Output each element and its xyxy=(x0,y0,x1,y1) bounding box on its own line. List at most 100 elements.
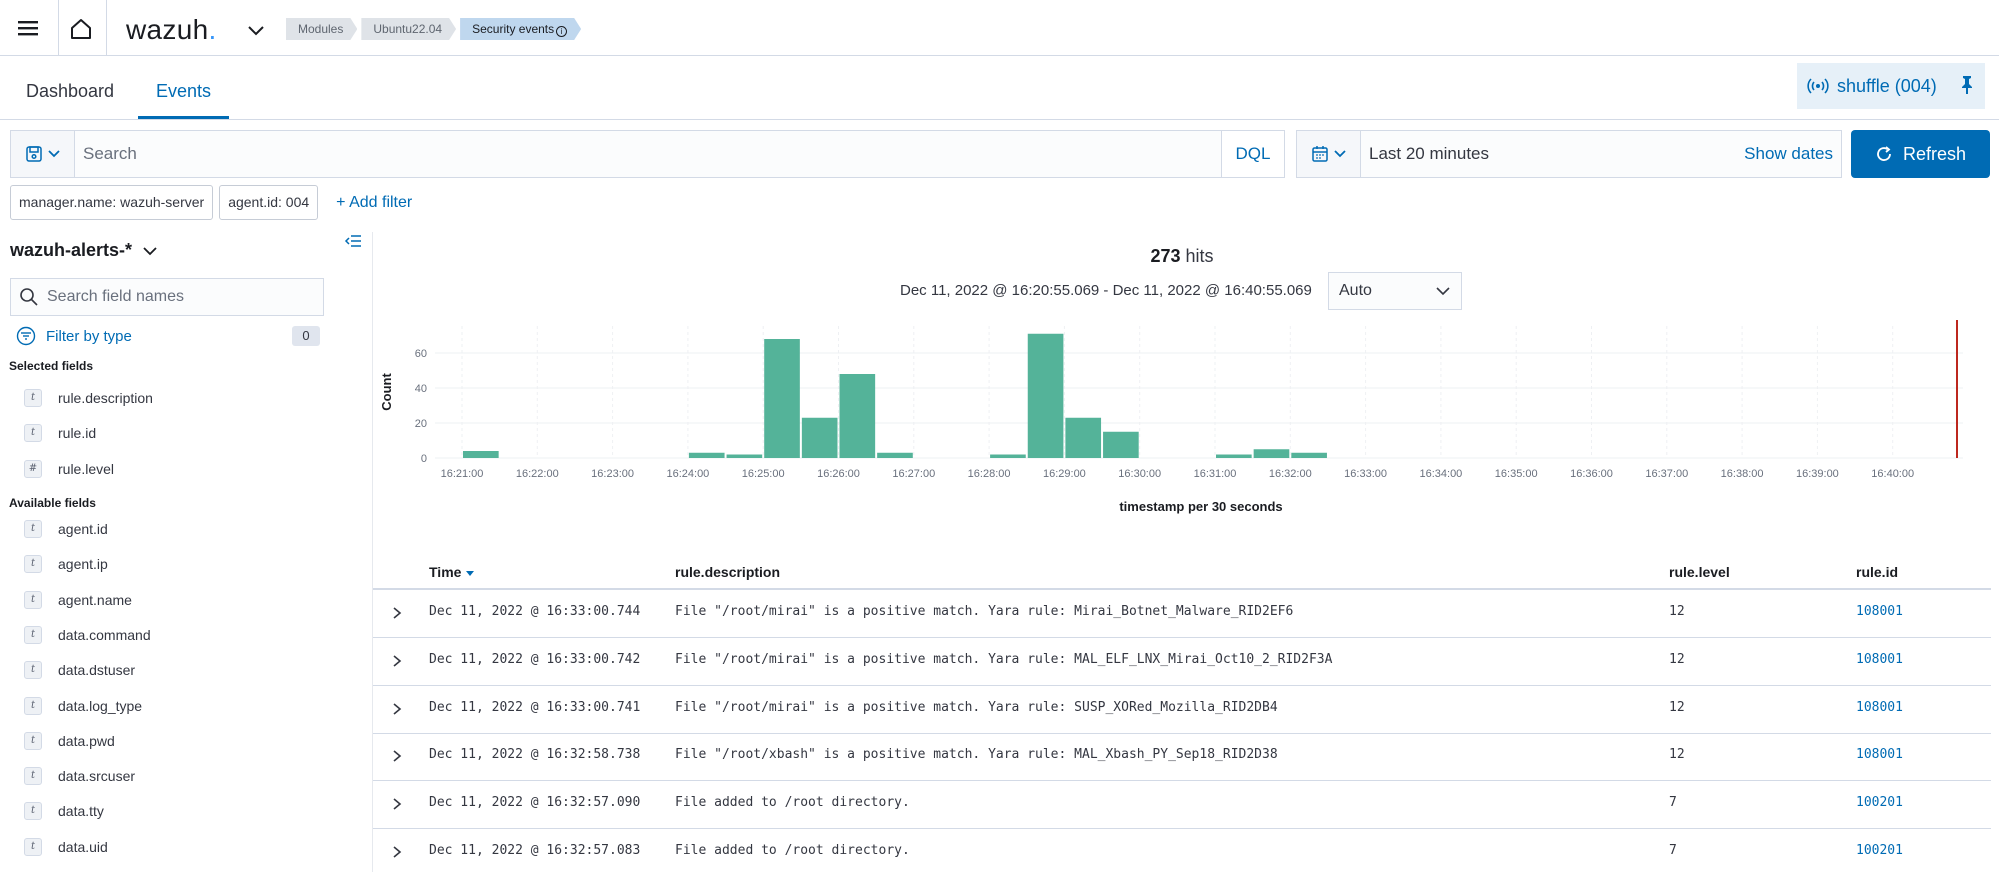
table-header: Time rule.description rule.level rule.id xyxy=(373,554,1991,590)
expand-chevron-icon[interactable] xyxy=(391,749,407,765)
wazuh-logo[interactable]: wazuh. xyxy=(126,14,217,45)
expand-chevron-icon[interactable] xyxy=(391,654,407,670)
expand-chevron-icon[interactable] xyxy=(391,797,407,813)
field-item[interactable]: t rule.description xyxy=(24,384,153,412)
field-item[interactable]: t data.pwd xyxy=(24,727,115,755)
table-row[interactable]: Dec 11, 2022 @ 16:32:58.738 File "/root/x… xyxy=(373,733,1991,782)
time-range-label[interactable]: Last 20 minutes xyxy=(1369,144,1490,163)
chevron-down-icon[interactable] xyxy=(244,18,268,42)
index-pattern-selector[interactable]: wazuh-alerts-* xyxy=(10,240,158,261)
home-icon[interactable] xyxy=(64,14,98,44)
expand-chevron-icon[interactable] xyxy=(391,606,407,622)
field-item[interactable]: t data.command xyxy=(24,621,151,649)
cell-rule-id-link[interactable]: 108001 xyxy=(1856,651,1903,667)
search-input[interactable] xyxy=(83,131,1233,177)
histogram-chart: 16:21:00 16:22:00 16:23:00 16:24:00 16:25:00… xyxy=(379,320,1963,514)
show-dates-link[interactable]: Show dates xyxy=(1744,144,1833,163)
filter-icon xyxy=(16,326,36,346)
column-header-level[interactable]: rule.level xyxy=(1669,564,1730,580)
x-tick-label: 16:28:00 xyxy=(968,468,1011,480)
discover-panel: 273 hits Dec 11, 2022 @ 16:20:55.069 - D… xyxy=(372,232,1991,872)
saved-query-button[interactable] xyxy=(11,131,75,177)
cell-rule-id-link[interactable]: 108001 xyxy=(1856,699,1903,715)
x-tick-label: 16:34:00 xyxy=(1419,468,1462,480)
table-row[interactable]: Dec 11, 2022 @ 16:32:57.083 File added to… xyxy=(373,829,1991,872)
field-item[interactable]: t rule.id xyxy=(24,419,96,447)
cell-description: File added to /root directory. xyxy=(675,843,910,858)
add-filter-button[interactable]: + Add filter xyxy=(336,193,413,211)
cell-rule-id-link[interactable]: 100201 xyxy=(1856,843,1903,858)
histogram-bar xyxy=(1291,452,1327,458)
cell-level: 7 xyxy=(1669,795,1677,811)
table-row[interactable]: Dec 11, 2022 @ 16:33:00.744 File "/root/m… xyxy=(373,590,1991,638)
interval-select[interactable]: Auto xyxy=(1328,272,1462,310)
histogram-bar xyxy=(463,451,499,458)
cell-time: Dec 11, 2022 @ 16:33:00.741 xyxy=(429,699,641,715)
x-tick-label: 16:22:00 xyxy=(516,468,559,480)
field-name: rule.level xyxy=(58,460,115,477)
histogram-bar xyxy=(1027,333,1064,458)
filter-pill-manager[interactable]: manager.name: wazuh-server xyxy=(10,185,214,220)
x-tick-label: 16:39:00 xyxy=(1796,468,1839,480)
breadcrumb: Modules Ubuntu22.04 Security events i xyxy=(286,18,581,40)
field-item[interactable]: t agent.id xyxy=(24,515,108,543)
histogram-bar xyxy=(1216,454,1252,458)
chevron-down-icon xyxy=(143,246,157,255)
dql-toggle-button[interactable]: DQL xyxy=(1221,131,1284,177)
field-item[interactable]: t agent.ip xyxy=(24,550,108,578)
field-item[interactable]: t data.dstuser xyxy=(24,656,135,684)
cell-time: Dec 11, 2022 @ 16:33:00.742 xyxy=(429,651,641,667)
expand-chevron-icon[interactable] xyxy=(391,702,407,718)
filter-pill-agent[interactable]: agent.id: 004 xyxy=(219,185,319,220)
field-item[interactable]: t data.srcuser xyxy=(24,762,135,790)
info-icon[interactable]: i xyxy=(556,26,567,37)
top-navigation-bar: wazuh. Modules Ubuntu22.04 Security even… xyxy=(0,0,1999,56)
cell-description: File "/root/xbash" is a positive match. … xyxy=(675,747,1278,763)
search-icon xyxy=(20,288,38,306)
refresh-button[interactable]: Refresh xyxy=(1851,130,1990,178)
table-row[interactable]: Dec 11, 2022 @ 16:32:57.090 File added to… xyxy=(373,781,1991,830)
tab-dashboard[interactable]: Dashboard xyxy=(26,81,115,101)
string-type-icon: t xyxy=(24,802,42,821)
column-header-description[interactable]: rule.description xyxy=(675,564,781,580)
cell-rule-id-link[interactable]: 108001 xyxy=(1856,747,1903,763)
expand-chevron-icon[interactable] xyxy=(391,845,407,861)
field-item[interactable]: t data.tty xyxy=(24,797,104,825)
cell-rule-id-link[interactable]: 100201 xyxy=(1856,795,1903,811)
field-item[interactable]: t data.uid xyxy=(24,833,108,861)
x-tick-label: 16:35:00 xyxy=(1495,468,1538,480)
column-header-time[interactable]: Time xyxy=(429,564,475,580)
cell-time: Dec 11, 2022 @ 16:32:57.083 xyxy=(429,843,641,858)
table-row[interactable]: Dec 11, 2022 @ 16:33:00.741 File "/root/m… xyxy=(373,686,1991,734)
field-name: data.command xyxy=(58,626,151,643)
breadcrumb-agent[interactable]: Ubuntu22.04 xyxy=(361,18,456,40)
collapse-sidebar-icon[interactable] xyxy=(344,234,364,252)
number-type-icon: # xyxy=(24,459,42,478)
field-item[interactable]: t data.log_type xyxy=(24,692,142,720)
calendar-icon xyxy=(1311,146,1328,162)
cell-rule-id-link[interactable]: 108001 xyxy=(1856,604,1903,619)
filter-by-type-button[interactable]: Filter by type 0 xyxy=(16,324,320,348)
tab-events[interactable]: Events xyxy=(138,56,230,119)
field-item[interactable]: t agent.name xyxy=(24,586,132,614)
cell-time: Dec 11, 2022 @ 16:32:57.090 xyxy=(429,795,641,811)
x-tick-label: 16:32:00 xyxy=(1269,468,1312,480)
cell-time: Dec 11, 2022 @ 16:32:58.738 xyxy=(429,747,641,763)
string-type-icon: t xyxy=(24,625,42,644)
x-tick-label: 16:21:00 xyxy=(441,468,484,480)
module-tabs: Dashboard Events shuffle (004) xyxy=(0,56,1999,120)
field-search-input[interactable] xyxy=(47,288,307,306)
x-tick-label: 16:37:00 xyxy=(1645,468,1688,480)
quick-menu-button[interactable] xyxy=(1297,131,1361,177)
column-header-rule-id[interactable]: rule.id xyxy=(1856,564,1899,580)
agent-selector-chip[interactable]: shuffle (004) xyxy=(1797,63,1985,109)
table-row[interactable]: Dec 11, 2022 @ 16:33:00.742 File "/root/m… xyxy=(373,638,1991,686)
field-name: data.uid xyxy=(58,838,108,855)
available-fields-title: Available fields xyxy=(9,496,96,510)
field-item[interactable]: # rule.level xyxy=(24,455,114,483)
hits-count: 273 hits xyxy=(1150,246,1214,266)
cell-level: 7 xyxy=(1669,843,1677,858)
hamburger-menu-icon[interactable] xyxy=(12,14,44,42)
breadcrumb-modules[interactable]: Modules xyxy=(286,18,357,40)
pin-icon[interactable] xyxy=(1959,75,1979,97)
